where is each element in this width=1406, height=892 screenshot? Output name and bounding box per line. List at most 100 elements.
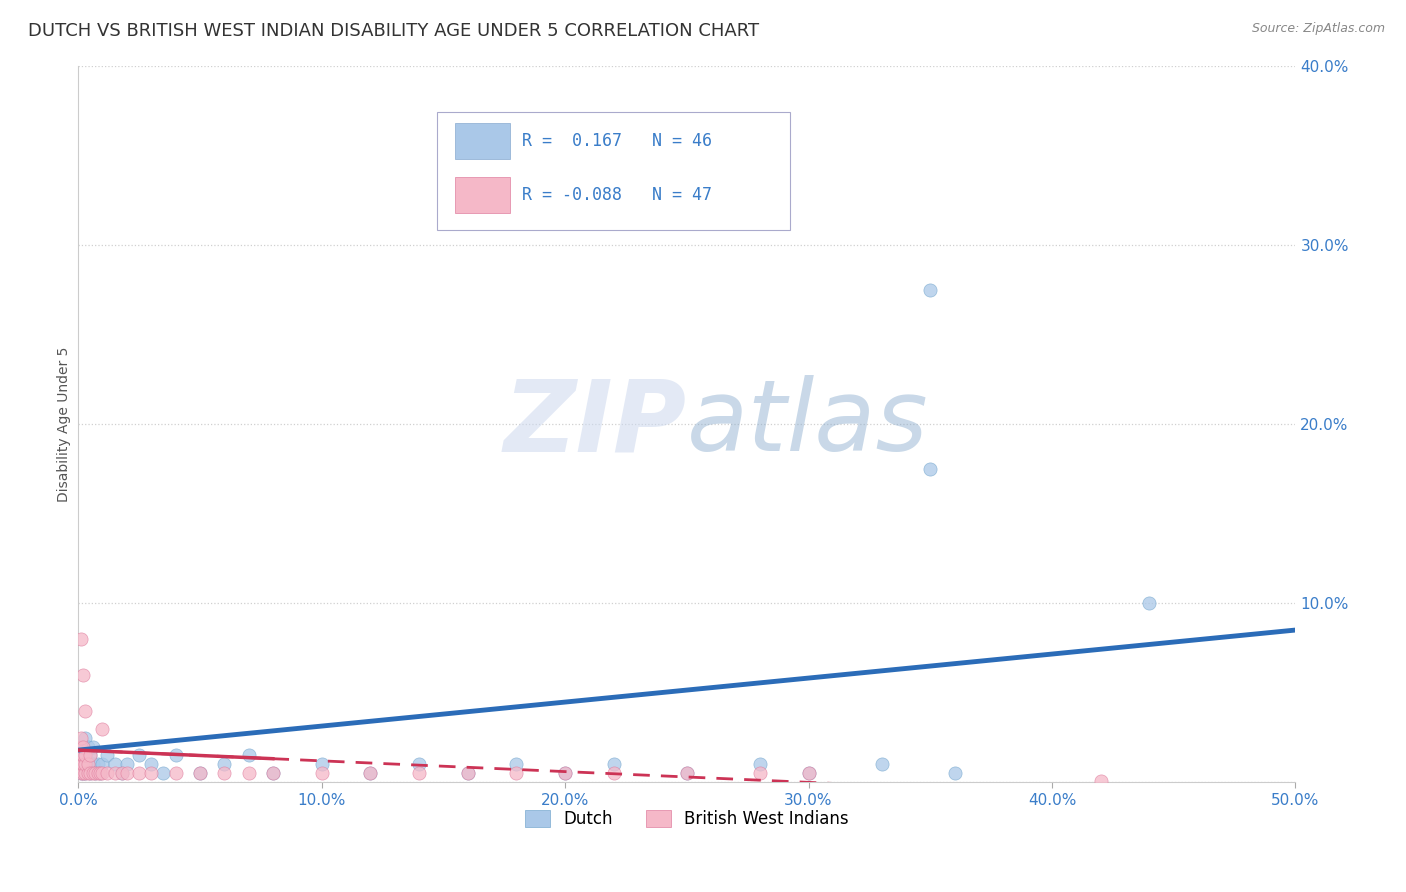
Point <box>69 757 91 772</box>
Point <box>75 757 97 772</box>
Text: atlas: atlas <box>686 376 928 473</box>
Point <box>165 766 187 780</box>
Text: DUTCH VS BRITISH WEST INDIAN DISABILITY AGE UNDER 5 CORRELATION CHART: DUTCH VS BRITISH WEST INDIAN DISABILITY … <box>28 22 759 40</box>
Legend: Dutch, British West Indians: Dutch, British West Indians <box>517 804 855 835</box>
Point <box>359 766 381 780</box>
Point <box>72 748 94 763</box>
FancyBboxPatch shape <box>456 177 510 212</box>
Point <box>69 766 91 780</box>
Point <box>457 766 479 780</box>
Point <box>554 766 576 780</box>
Point <box>238 748 260 763</box>
Point <box>82 766 104 780</box>
Point <box>408 757 430 772</box>
Point <box>603 766 626 780</box>
Point <box>212 766 235 780</box>
Point <box>75 731 97 745</box>
Y-axis label: Disability Age Under 5: Disability Age Under 5 <box>58 346 72 501</box>
Point <box>797 766 820 780</box>
Point <box>72 739 94 754</box>
Point <box>212 757 235 772</box>
Point <box>262 766 284 780</box>
Point <box>152 766 174 780</box>
Point <box>165 748 187 763</box>
Point <box>75 748 97 763</box>
Point <box>115 757 138 772</box>
Point <box>111 766 134 780</box>
Point <box>79 748 101 763</box>
Point <box>75 766 97 780</box>
Point <box>505 766 527 780</box>
Point <box>76 757 98 772</box>
Point <box>188 766 211 780</box>
Point <box>72 766 94 780</box>
Point <box>675 766 697 780</box>
Point <box>1090 773 1112 788</box>
Point <box>75 766 97 780</box>
Point <box>748 757 770 772</box>
Point <box>262 766 284 780</box>
Point <box>603 757 626 772</box>
Text: Source: ZipAtlas.com: Source: ZipAtlas.com <box>1251 22 1385 36</box>
Point <box>89 766 111 780</box>
Point <box>128 766 150 780</box>
FancyBboxPatch shape <box>456 123 510 159</box>
Point <box>69 731 91 745</box>
Point <box>72 766 94 780</box>
Point <box>82 757 104 772</box>
Point <box>91 766 114 780</box>
Point <box>96 748 118 763</box>
Text: ZIP: ZIP <box>503 376 686 473</box>
Point <box>69 739 91 754</box>
Point <box>311 766 333 780</box>
Point <box>89 766 111 780</box>
Point <box>920 283 942 297</box>
Point <box>91 722 114 736</box>
Point <box>84 766 107 780</box>
Point <box>115 766 138 780</box>
Point <box>84 766 107 780</box>
Point <box>238 766 260 780</box>
Point <box>104 766 127 780</box>
Point <box>79 766 101 780</box>
Point <box>128 748 150 763</box>
Point <box>82 739 104 754</box>
Point <box>96 766 118 780</box>
Point <box>920 462 942 476</box>
Point <box>797 766 820 780</box>
Point <box>72 757 94 772</box>
Point <box>943 766 966 780</box>
Point <box>111 766 134 780</box>
Point <box>69 748 91 763</box>
Point <box>69 757 91 772</box>
Point <box>75 748 97 763</box>
Point <box>72 668 94 682</box>
Point <box>554 766 576 780</box>
Text: R =  0.167   N = 46: R = 0.167 N = 46 <box>523 132 713 150</box>
FancyBboxPatch shape <box>437 112 790 230</box>
Point <box>141 757 163 772</box>
Point <box>75 704 97 718</box>
Point <box>675 766 697 780</box>
Point <box>505 757 527 772</box>
Point <box>72 757 94 772</box>
Point <box>79 748 101 763</box>
Text: R = -0.088   N = 47: R = -0.088 N = 47 <box>523 186 713 203</box>
Point <box>188 766 211 780</box>
Point <box>311 757 333 772</box>
Point <box>76 757 98 772</box>
Point <box>1137 596 1160 610</box>
Point <box>69 632 91 646</box>
Point <box>870 757 893 772</box>
Point <box>86 757 108 772</box>
Point <box>69 748 91 763</box>
Point <box>76 739 98 754</box>
Point <box>86 766 108 780</box>
Point <box>104 757 127 772</box>
Point <box>91 757 114 772</box>
Point <box>76 766 98 780</box>
Point <box>72 739 94 754</box>
Point <box>748 766 770 780</box>
Point <box>141 766 163 780</box>
Point <box>79 766 101 780</box>
